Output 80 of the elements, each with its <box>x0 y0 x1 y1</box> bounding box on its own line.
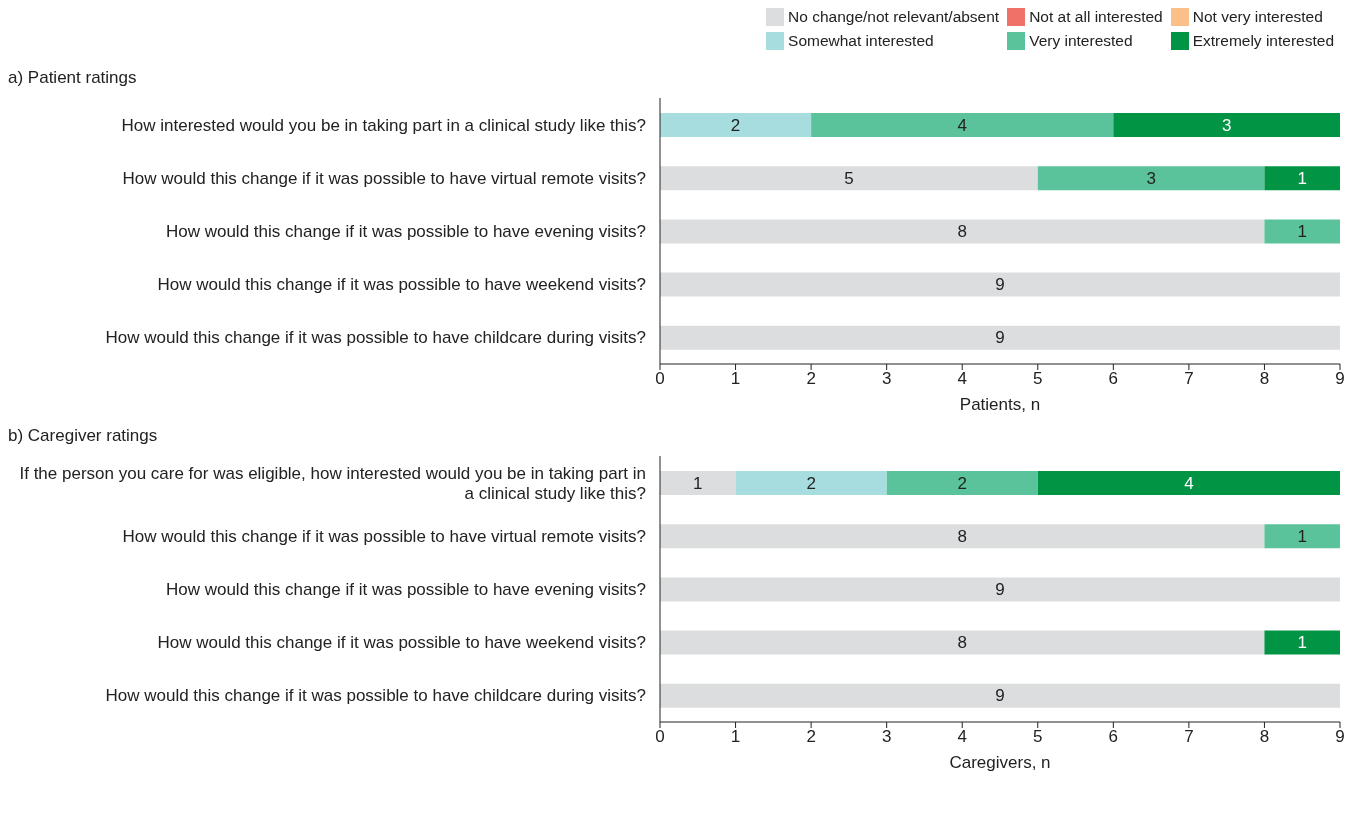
legend-label: Very interested <box>1029 32 1133 50</box>
bar <box>1264 524 1340 549</box>
data-label: 4 <box>1184 473 1194 493</box>
data-label: 9 <box>995 579 1005 599</box>
data-label: 3 <box>1146 168 1156 188</box>
bar <box>1264 630 1340 655</box>
bar <box>735 471 887 495</box>
data-label: 8 <box>957 633 967 653</box>
bar <box>660 325 1340 350</box>
x-tick-label: 6 <box>1108 727 1119 747</box>
legend-label: Somewhat interested <box>788 32 934 50</box>
x-tick-label: 1 <box>730 369 741 389</box>
bar <box>660 630 1265 655</box>
bar <box>1264 219 1340 244</box>
x-tick-label: 3 <box>881 369 892 389</box>
x-axis-title: Caregivers, n <box>949 753 1051 772</box>
y-tick-label: How would this change if it was possible to have childcare during visits? <box>105 685 646 705</box>
x-tick-label: 8 <box>1259 369 1270 389</box>
x-tick-label: 0 <box>655 727 665 747</box>
bar <box>660 471 736 495</box>
y-tick-label: How would this change if it was possible to have evening visits? <box>165 221 646 241</box>
data-label: 8 <box>957 221 967 241</box>
bar <box>1037 166 1265 191</box>
bar <box>660 219 1265 244</box>
x-tick-label: 6 <box>1108 369 1119 389</box>
y-tick-label: How would this change if it was possible to have evening visits? <box>165 579 646 599</box>
data-label: 8 <box>957 526 967 546</box>
x-tick-label: 5 <box>1033 727 1043 747</box>
bar <box>1264 166 1340 191</box>
bar <box>660 166 1038 191</box>
x-tick-label: 9 <box>1335 727 1345 747</box>
bar <box>811 113 1114 137</box>
x-tick-label: 2 <box>806 727 816 747</box>
legend-label: Not at all interested <box>1029 8 1163 26</box>
bar <box>660 524 1265 549</box>
y-tick-label: How would this change if it was possible to have weekend visits? <box>157 632 646 652</box>
x-axis-title: Patients, n <box>959 395 1041 414</box>
y-tick-label: How would this change if it was possible to have childcare during visits? <box>105 327 646 347</box>
bar <box>660 113 812 137</box>
y-tick-label: How would this change if it was possible to have virtual remote visits? <box>122 526 646 546</box>
data-label: 1 <box>1297 168 1307 188</box>
bar <box>660 272 1340 297</box>
x-tick-label: 0 <box>655 369 665 389</box>
x-tick-label: 1 <box>730 727 741 747</box>
bar <box>886 471 1038 495</box>
x-tick-label: 3 <box>881 727 892 747</box>
data-label: 5 <box>844 168 854 188</box>
text: a) Patient ratings <box>8 68 138 88</box>
bar <box>660 683 1340 708</box>
x-tick-label: 7 <box>1184 369 1194 389</box>
data-label: 1 <box>1297 633 1307 653</box>
legend-label: Extremely interested <box>1192 32 1334 50</box>
bar <box>1113 113 1340 137</box>
data-label: 2 <box>957 473 967 493</box>
x-tick-label: 2 <box>806 369 816 389</box>
data-label: 2 <box>806 473 816 493</box>
text: b) Caregiver ratings <box>8 426 159 446</box>
y-tick-label: How interested would you be in taking part in a clinical study like this? <box>121 115 646 135</box>
bar <box>1037 471 1340 495</box>
data-label: 4 <box>957 115 967 135</box>
x-tick-label: 4 <box>957 727 967 747</box>
x-tick-label: 9 <box>1335 369 1345 389</box>
data-label: 9 <box>995 275 1005 295</box>
y-tick-label: How would this change if it was possible to have weekend visits? <box>157 274 646 294</box>
x-tick-label: 4 <box>957 369 967 389</box>
data-label: 1 <box>693 473 703 493</box>
legend-label: Not very interested <box>1192 8 1323 26</box>
data-label: 9 <box>995 328 1005 348</box>
bar <box>660 577 1340 602</box>
x-tick-label: 8 <box>1259 727 1270 747</box>
data-label: 1 <box>1297 221 1307 241</box>
legend-label: No change/not relevant/absent <box>788 8 1000 26</box>
data-label: 2 <box>730 115 741 135</box>
x-tick-label: 5 <box>1033 369 1043 389</box>
x-tick-label: 7 <box>1184 727 1194 747</box>
data-label: 3 <box>1221 115 1232 135</box>
data-label: 9 <box>995 686 1005 706</box>
y-tick-label: If the person you care for was eligible, how interested would you be in taking part in a clinical study like this? <box>19 463 646 503</box>
data-label: 1 <box>1297 526 1307 546</box>
y-tick-label: How would this change if it was possible to have virtual remote visits? <box>122 168 646 188</box>
